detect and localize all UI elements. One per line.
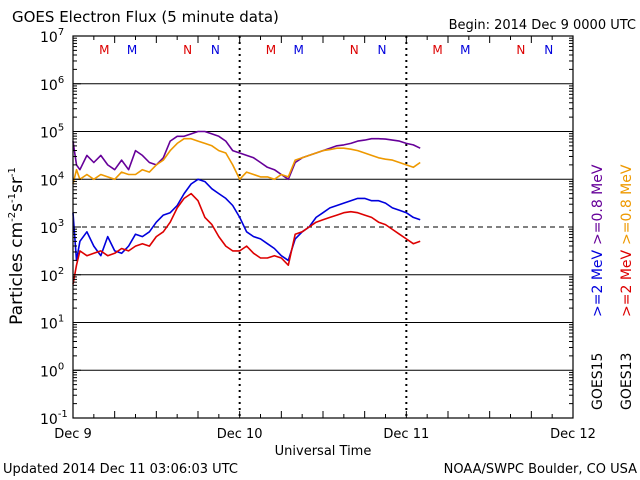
marker-label: M [294, 43, 304, 57]
marker-label: N [544, 43, 553, 57]
y-tick-label: 105 [40, 123, 64, 142]
updated-label: Updated 2014 Dec 11 03:06:03 UTC [3, 462, 238, 477]
series-line-1 [72, 137, 421, 185]
legend: GOES15 >=2 MeV >=0.8 MeV GOES13 >=2 MeV … [590, 164, 635, 410]
y-label-mid2: sr [7, 177, 27, 193]
marker-label: M [99, 43, 109, 57]
series-layer [72, 130, 421, 285]
marker-label: N [516, 43, 525, 57]
marker-label: N [183, 43, 192, 57]
x-axis-label: Universal Time [275, 444, 372, 459]
y-label-sup3: -1 [7, 167, 18, 177]
y-axis-label: Particles cm-2s-1sr-1 [7, 167, 27, 325]
x-tick-label: Dec 11 [383, 427, 429, 442]
legend-goes13-08mev: >=0.8 MeV [619, 164, 635, 245]
y-tick-label: 107 [40, 27, 64, 46]
marker-label: M [432, 43, 442, 57]
legend-goes13-sat: GOES13 [619, 353, 635, 410]
y-tick-label: 103 [40, 218, 64, 237]
series-line-3 [72, 192, 421, 285]
begin-label: Begin: 2014 Dec 9 0000 UTC [449, 18, 636, 33]
y-label-main: Particles cm [7, 222, 27, 325]
legend-goes15-2mev: >=2 MeV [590, 249, 606, 317]
grid-layer [73, 36, 573, 418]
marker-label: M [127, 43, 137, 57]
y-tick-label: 106 [40, 75, 64, 94]
legend-goes15-08mev: >=0.8 MeV [590, 164, 606, 245]
marker-label: M [460, 43, 470, 57]
x-tick-label: Dec 12 [550, 427, 596, 442]
y-tick-label: 102 [40, 266, 64, 285]
y-tick-label: 10-1 [40, 409, 68, 428]
credit-label: NOAA/SWPC Boulder, CO USA [444, 462, 637, 477]
y-label-sup2: -1 [7, 193, 18, 203]
y-label-mid1: s [7, 203, 27, 212]
x-tick-label: Dec 10 [217, 427, 263, 442]
legend-goes13-2mev: >=2 MeV [619, 249, 635, 317]
marker-label: M [266, 43, 276, 57]
marker-label: N [211, 43, 220, 57]
series-line-0 [72, 130, 421, 181]
marker-label: N [350, 43, 359, 57]
y-tick-label: 100 [40, 361, 64, 380]
legend-goes15-sat: GOES15 [590, 353, 606, 410]
x-tick-label: Dec 9 [54, 427, 92, 442]
plot-frame [72, 35, 574, 419]
marker-label: N [378, 43, 387, 57]
y-label-sup1: -2 [7, 212, 18, 222]
chart-title: GOES Electron Flux (5 minute data) [12, 8, 279, 26]
y-tick-label: 104 [40, 170, 64, 189]
y-tick-label: 101 [40, 314, 64, 333]
